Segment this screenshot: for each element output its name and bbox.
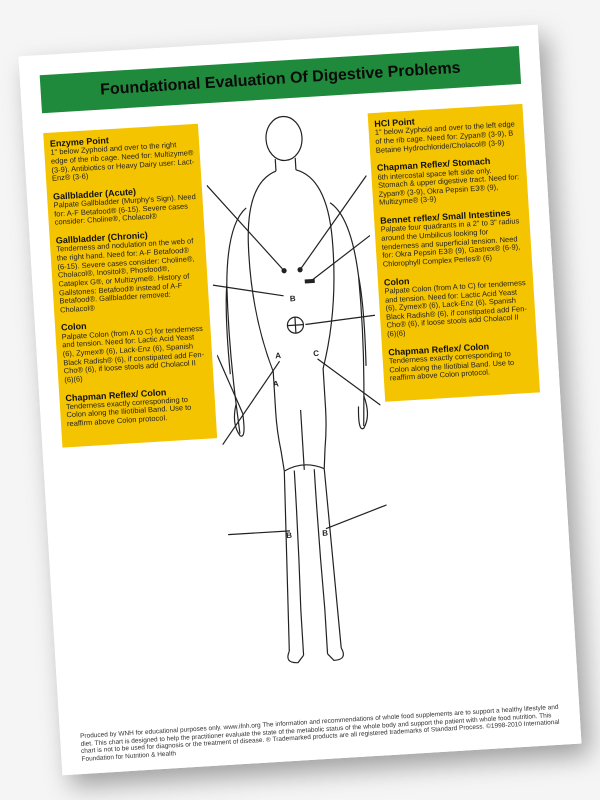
- label-b-left-leg: B: [286, 531, 292, 540]
- poster: Foundational Evaluation Of Digestive Pro…: [19, 25, 582, 775]
- entry: Enzyme Point1" below Zyphoid and over to…: [50, 130, 195, 183]
- entry-body: 1" below Zyphoid and over to the right e…: [50, 140, 195, 183]
- body-svg: [202, 106, 396, 675]
- entry-body: 6th intercostal space left side only. St…: [377, 165, 522, 208]
- entry-body: Tenderness and nodulation on the web of …: [56, 237, 203, 315]
- entry: Chapman Reflex/ ColonTenderness exactly …: [65, 384, 210, 429]
- entry: Chapman Reflex/ Stomach6th intercostal s…: [377, 154, 522, 207]
- title-bar: Foundational Evaluation Of Digestive Pro…: [40, 46, 521, 113]
- label-a-left: A: [275, 351, 281, 360]
- entry: ColonPalpate Colon (from A to C) for ten…: [384, 268, 531, 339]
- footnote: Produced by WNH for educational purposes…: [80, 704, 561, 764]
- label-a-low: A: [273, 379, 279, 388]
- entry: HCl Point1" below Zyphoid and over to th…: [374, 110, 519, 155]
- left-column: Enzyme Point1" below Zyphoid and over to…: [43, 124, 217, 448]
- entry: ColonPalpate Colon (from A to C) for ten…: [61, 314, 208, 385]
- page: Foundational Evaluation Of Digestive Pro…: [19, 25, 582, 775]
- label-b-right-leg: B: [322, 529, 328, 538]
- right-column: HCl Point1" below Zyphoid and over to th…: [368, 104, 540, 402]
- label-c-right: C: [313, 349, 319, 358]
- entry: Gallbladder (Acute)Palpate Gallbladder (…: [53, 183, 198, 228]
- entry-body: Palpate Colon (from A to C) for tenderne…: [384, 279, 530, 339]
- entry-body: Palpate Colon (from A to C) for tenderne…: [61, 324, 207, 384]
- entry: Gallbladder (Chronic)Tenderness and nodu…: [56, 227, 204, 315]
- label-b-upper: B: [290, 294, 296, 303]
- entry: Bennet reflex/ Small IntestinesPalpate f…: [380, 207, 526, 269]
- body-figure: B A C A B B: [202, 106, 396, 675]
- entry-body: Palpate four quadrants in a 2" to 3" rad…: [381, 217, 526, 269]
- entry: Chapman Reflex/ ColonTenderness exactly …: [388, 338, 533, 383]
